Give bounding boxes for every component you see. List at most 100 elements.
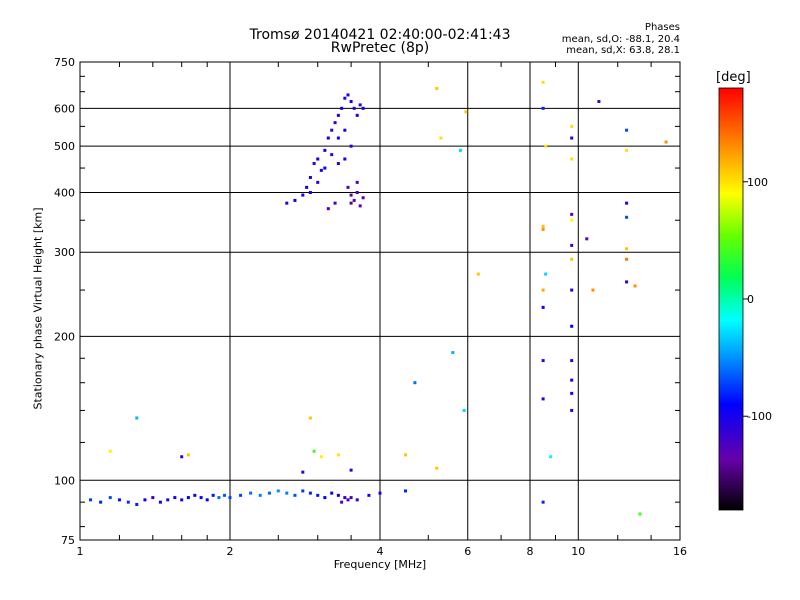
data-point <box>349 193 353 197</box>
data-point <box>541 305 545 309</box>
data-point <box>312 449 316 453</box>
data-point <box>89 498 93 502</box>
y-tick-label: 750 <box>54 56 75 69</box>
data-point <box>435 466 439 470</box>
data-point <box>664 140 668 144</box>
data-point <box>358 103 362 107</box>
chart-subtitle: RwPretec (8p) <box>330 40 430 56</box>
data-point <box>625 215 629 219</box>
data-point <box>173 496 177 500</box>
data-point <box>308 491 312 495</box>
data-point <box>361 106 365 110</box>
data-point <box>166 498 170 502</box>
data-point <box>223 493 227 497</box>
data-point <box>638 512 642 516</box>
legend-title: Phases <box>644 22 680 33</box>
data-point <box>570 136 574 140</box>
x-axis-label: Frequency [MHz] <box>333 558 427 571</box>
data-point <box>570 324 574 328</box>
data-point <box>413 381 417 385</box>
data-point <box>349 468 353 472</box>
data-point <box>293 493 297 497</box>
data-point <box>346 498 350 502</box>
data-point <box>625 280 629 284</box>
data-point <box>186 496 190 500</box>
data-point <box>597 100 601 104</box>
data-point <box>193 493 197 497</box>
data-point <box>333 201 337 205</box>
data-point <box>340 500 344 504</box>
data-point <box>319 168 323 172</box>
data-point <box>308 416 312 420</box>
data-point <box>323 496 327 500</box>
data-point <box>451 351 455 355</box>
data-point <box>336 161 340 165</box>
data-point <box>199 496 203 500</box>
data-point <box>308 175 312 179</box>
data-point <box>464 110 468 114</box>
data-point <box>330 128 334 132</box>
x-tick-label: 4 <box>377 545 384 558</box>
data-point <box>330 153 334 157</box>
x-tick-label: 8 <box>527 545 534 558</box>
x-tick-label: 1 <box>77 545 84 558</box>
y-tick-label: 200 <box>54 330 75 343</box>
data-point <box>352 198 356 202</box>
data-point <box>180 498 184 502</box>
data-point <box>346 185 350 189</box>
data-point <box>330 491 334 495</box>
data-point <box>570 288 574 292</box>
data-point <box>570 378 574 382</box>
data-point <box>217 496 221 500</box>
data-point <box>570 218 574 222</box>
data-point <box>544 144 548 148</box>
data-point <box>323 148 327 152</box>
y-tick-label: 500 <box>54 140 75 153</box>
data-point <box>541 397 545 401</box>
data-point <box>541 80 545 84</box>
data-point <box>570 408 574 412</box>
data-point <box>333 121 337 125</box>
data-point <box>541 227 545 231</box>
colorbar-tick-label: 100 <box>747 176 768 189</box>
data-point <box>312 161 316 165</box>
data-point <box>293 198 297 202</box>
data-point <box>346 93 350 97</box>
data-point <box>308 190 312 194</box>
data-point <box>343 128 347 132</box>
data-point <box>343 496 347 500</box>
data-point <box>435 87 439 91</box>
data-point <box>625 128 629 132</box>
y-tick-label: 600 <box>54 102 75 115</box>
data-point <box>570 257 574 261</box>
data-point <box>143 498 147 502</box>
data-point <box>541 359 545 363</box>
data-point <box>570 157 574 161</box>
data-point <box>349 144 353 148</box>
data-point <box>205 498 209 502</box>
data-point <box>549 455 553 459</box>
data-point <box>403 453 407 457</box>
data-point <box>336 493 340 497</box>
data-point <box>570 243 574 247</box>
data-point <box>343 96 347 100</box>
data-point <box>349 496 353 500</box>
data-point <box>117 498 121 502</box>
data-point <box>367 493 371 497</box>
data-point <box>180 455 184 459</box>
data-point <box>158 500 162 504</box>
data-point <box>135 416 139 420</box>
data-point <box>625 257 629 261</box>
data-point <box>126 500 130 504</box>
data-point <box>336 136 340 140</box>
data-point <box>108 449 112 453</box>
data-point <box>108 496 112 500</box>
data-point <box>336 113 340 117</box>
data-point <box>301 470 305 474</box>
data-point <box>591 288 595 292</box>
data-point <box>544 272 548 276</box>
data-point <box>541 106 545 110</box>
data-point <box>355 190 359 194</box>
colorbar <box>718 87 744 511</box>
